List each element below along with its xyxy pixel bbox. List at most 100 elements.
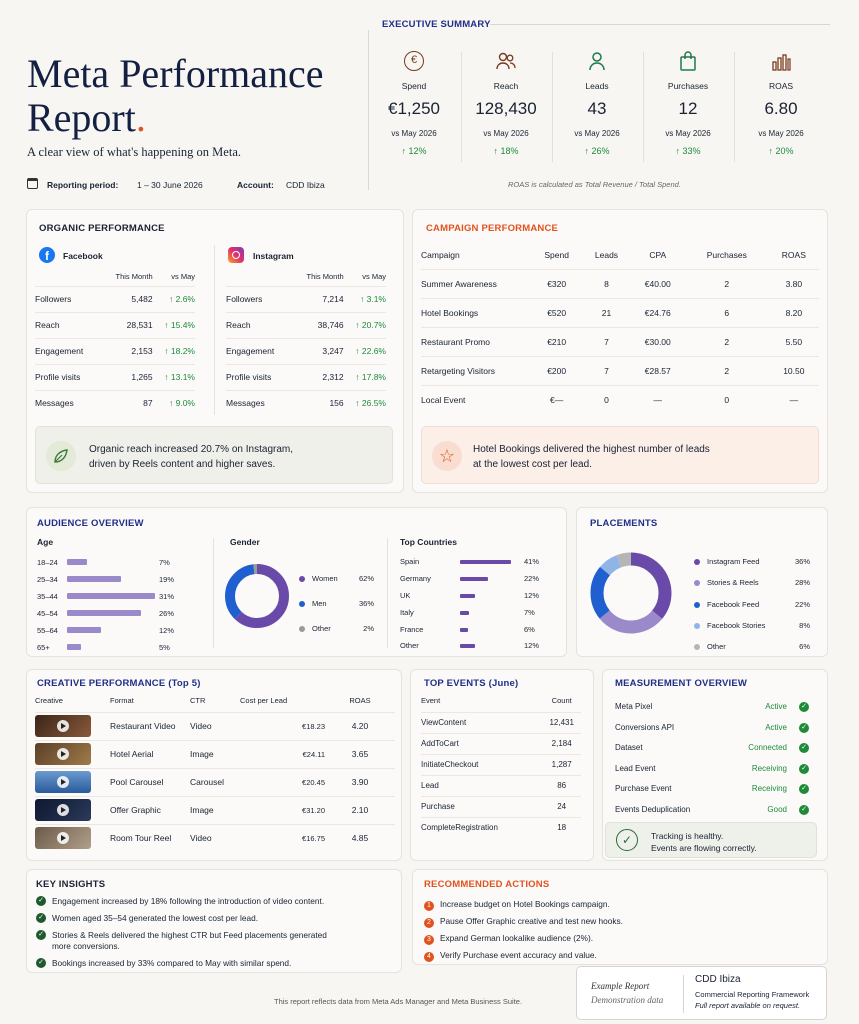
age-label: 25–34 <box>37 575 58 584</box>
country-pct: 12% <box>524 591 540 600</box>
calendar-icon <box>27 178 38 189</box>
check-icon: ✓ <box>36 913 46 923</box>
age-title: Age <box>37 537 54 547</box>
page-subtitle: A clear view of what's happening on Meta… <box>27 145 241 159</box>
play-icon <box>57 748 69 760</box>
table-row: Profile visits 2,312 ↑ 17.8% <box>226 364 386 391</box>
creative-thumbnail[interactable] <box>35 771 91 793</box>
table-row: Lead 86 <box>421 775 581 797</box>
age-label: 18–24 <box>37 558 58 567</box>
placement-legend-item: Facebook Stories 8% <box>694 615 810 636</box>
insight-item: ✓ Stories & Reels delivered the highest C… <box>36 930 336 952</box>
gender-legend-item: Men 36% <box>299 591 374 616</box>
account-value: CDD Ibiza <box>286 180 325 190</box>
creative-title: CREATIVE PERFORMANCE (Top 5) <box>37 678 201 689</box>
country-label: Spain <box>400 557 420 566</box>
placements-legend: Instagram Feed 36% Stories & Reels 28% Fac… <box>694 551 810 657</box>
actions-list: 1 Increase budget on Hotel Bookings campa… <box>424 896 623 964</box>
action-item: 1 Increase budget on Hotel Bookings campa… <box>424 896 623 913</box>
audience-title: AUDIENCE OVERVIEW <box>37 518 144 529</box>
table-row: CompleteRegistration 18 <box>421 823 567 833</box>
table-row: ViewContent 12,431 <box>421 712 581 734</box>
table-row: Profile visits 1,265 ↑ 13.1% <box>35 364 195 391</box>
organic-performance-card: ORGANIC PERFORMANCE f Facebook This Mont… <box>26 209 404 493</box>
countries-title: Top Countries <box>400 537 457 547</box>
placement-slice <box>590 552 672 634</box>
check-icon: ✓ <box>799 804 809 815</box>
measurement-list: Meta Pixel ✓ Active Conversions API ✓ Active… <box>615 697 809 821</box>
kpi-spend: € Spend €1,250 vs May 2026 ↑ 12% <box>369 50 459 156</box>
facebook-label: Facebook <box>63 251 103 261</box>
check-icon: ✓ <box>799 784 809 795</box>
page-title: Meta Performance Report. <box>27 51 324 140</box>
table-row: Restaurant Promo €210 7 €30.00 2 5.50 <box>421 327 819 357</box>
action-item: 2 Pause Offer Graphic creative and test n… <box>424 913 623 930</box>
table-row: Hotel Bookings €520 21 €24.76 6 8.20 <box>421 298 819 328</box>
gender-title: Gender <box>230 537 260 547</box>
age-pct: 19% <box>159 575 175 584</box>
table-row: Offer Graphic Image €31.20 2.10 <box>35 796 395 825</box>
campaign-insight: ☆ Hotel Bookings delivered the highest n… <box>421 426 819 484</box>
events-table: Event Count ViewContent 12,431 AddToCart 2,… <box>421 690 581 838</box>
age-bar <box>67 610 142 616</box>
placement-legend-item: Other 6% <box>694 636 810 657</box>
age-pct: 5% <box>159 643 170 652</box>
check-icon: ✓ <box>799 763 809 774</box>
period-label: Reporting period: <box>47 180 119 190</box>
country-bar <box>460 611 469 615</box>
table-row: Pool Carousel Carousel €20.45 3.90 <box>35 768 395 797</box>
table-row: Hotel Aerial Image €24.11 3.65 <box>35 740 395 769</box>
creative-table: Creative Format CTR Cost per Lead ROAS R… <box>35 690 395 852</box>
check-icon: ✓ <box>799 743 809 754</box>
country-pct: 22% <box>524 574 540 583</box>
creative-thumbnail[interactable] <box>35 715 91 737</box>
placement-legend-item: Facebook Feed 22% <box>694 594 810 615</box>
actions-title: RECOMMENDED ACTIONS <box>424 879 550 890</box>
age-pct: 31% <box>159 592 175 601</box>
age-label: 35–44 <box>37 592 58 601</box>
insights-title: KEY INSIGHTS <box>36 879 106 890</box>
country-label: Germany <box>400 574 431 583</box>
country-label: UK <box>400 591 411 600</box>
age-bar <box>67 576 122 582</box>
kpi-purchases: Purchases 12 vs May 2026 ↑ 33% <box>643 50 733 156</box>
table-row: Reach 28,531 ↑ 15.4% <box>35 312 195 339</box>
measurement-row: Conversions API ✓ Active <box>615 718 809 739</box>
instagram-label: Instagram <box>253 251 294 261</box>
example-badge: Example Report Demonstration data CDD Ib… <box>576 966 827 1020</box>
instagram-table: This Month vs May Followers 7,214 ↑ 3.1% Re… <box>226 268 386 416</box>
country-pct: 41% <box>524 557 540 566</box>
account-label: Account: <box>237 180 274 190</box>
insights-list: ✓ Engagement increased by 18% following t… <box>36 896 336 969</box>
country-pct: 6% <box>524 625 535 634</box>
campaign-performance-card: CAMPAIGN PERFORMANCE Campaign Spend Leads… <box>412 209 828 493</box>
country-label: Other <box>400 641 419 650</box>
creative-thumbnail[interactable] <box>35 743 91 765</box>
gender-legend: Women 62% Men 36% Other 2% <box>299 566 374 641</box>
table-row: Purchase 24 <box>421 796 581 818</box>
age-bar <box>67 559 87 565</box>
gender-slice <box>225 564 289 628</box>
creative-performance-card: CREATIVE PERFORMANCE (Top 5) Creative Fo… <box>26 669 402 861</box>
brand-name: CDD Ibiza <box>695 974 741 985</box>
measurement-row: Dataset ✓ Connected <box>615 738 809 759</box>
age-label: 65+ <box>37 643 50 652</box>
bar-chart-icon <box>736 50 826 76</box>
measurement-row: Meta Pixel ✓ Active <box>615 697 809 718</box>
facebook-table: This Month vs May Followers 5,482 ↑ 2.6% Re… <box>35 268 195 416</box>
star-icon: ☆ <box>432 441 462 471</box>
check-icon: ✓ <box>799 702 809 712</box>
creative-thumbnail[interactable] <box>35 827 91 850</box>
organic-insight: Organic reach increased 20.7% on Instagr… <box>35 426 393 484</box>
recommended-actions-card: RECOMMENDED ACTIONS 1 Increase budget on … <box>412 869 828 965</box>
table-row: AddToCart 2,184 <box>421 733 581 755</box>
age-pct: 7% <box>159 558 170 567</box>
people-icon <box>461 50 551 76</box>
country-bar <box>460 560 512 564</box>
kpi-roas: ROAS 6.80 vs May 2026 ↑ 20% <box>736 50 826 156</box>
kpi-reach: Reach 128,430 vs May 2026 ↑ 18% <box>461 50 551 156</box>
placement-legend-item: Instagram Feed 36% <box>694 551 810 572</box>
placements-title: PLACEMENTS <box>590 518 658 529</box>
insight-item: ✓ Engagement increased by 18% following t… <box>36 896 336 907</box>
creative-thumbnail[interactable] <box>35 799 91 821</box>
